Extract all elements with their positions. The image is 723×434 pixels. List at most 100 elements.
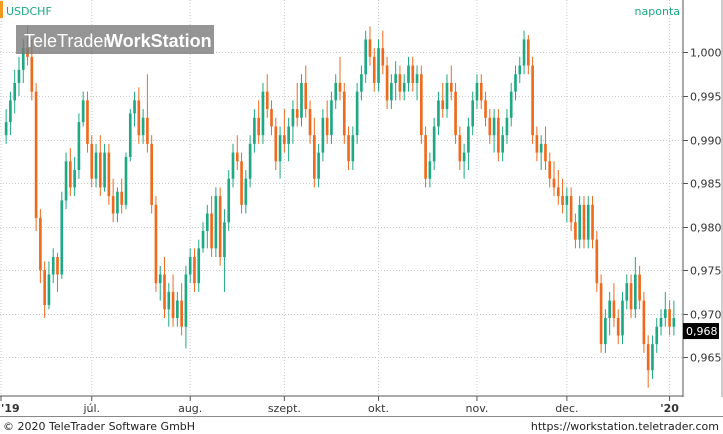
candle	[116, 187, 119, 223]
candle-body	[514, 74, 517, 92]
candle-body	[94, 152, 98, 179]
candle	[428, 152, 432, 188]
candle-body	[184, 274, 188, 327]
candle	[330, 91, 333, 144]
candle	[475, 74, 479, 110]
candle	[638, 265, 641, 310]
candle	[407, 56, 410, 92]
candle	[608, 291, 611, 336]
candle-body	[629, 283, 633, 310]
candle	[111, 178, 115, 223]
candle-body	[467, 126, 470, 153]
candle-body	[479, 82, 483, 101]
candle	[150, 135, 153, 214]
candle-body	[167, 291, 171, 310]
candle	[509, 82, 513, 127]
candle-body	[30, 56, 34, 92]
candle	[223, 209, 226, 292]
x-tick-label: okt.	[368, 402, 389, 415]
candle	[193, 248, 196, 292]
candle-body	[471, 100, 475, 127]
candle-body	[231, 152, 235, 179]
candle-body	[368, 39, 372, 57]
candle-body	[527, 39, 530, 66]
candle	[342, 82, 346, 144]
candle-body	[321, 117, 325, 153]
candle-body	[274, 126, 278, 162]
candle	[595, 230, 599, 292]
candle-body	[171, 291, 175, 318]
candle	[300, 74, 303, 127]
candle	[591, 196, 594, 249]
candle-body	[569, 196, 573, 223]
candle	[556, 170, 560, 205]
candle-body	[13, 82, 17, 101]
candle-body	[428, 161, 432, 179]
candle-body	[381, 48, 385, 66]
x-tick-label: nov.	[466, 402, 489, 415]
candle	[527, 35, 530, 75]
candle-body	[107, 152, 111, 197]
candle-body	[407, 65, 410, 83]
candle	[445, 74, 449, 118]
candle	[368, 26, 372, 66]
candle	[552, 161, 556, 197]
candle-body	[663, 309, 667, 318]
candle-body	[390, 82, 393, 101]
candle-body	[509, 91, 513, 118]
candle	[4, 109, 8, 144]
candle	[180, 283, 183, 336]
candle	[415, 65, 419, 101]
candle	[668, 300, 671, 336]
candle-body	[552, 178, 556, 188]
candle-body	[4, 122, 8, 136]
candle-body	[154, 204, 158, 284]
candle	[90, 135, 94, 188]
candle-body	[599, 283, 603, 345]
candle	[94, 143, 98, 188]
candle	[274, 117, 278, 170]
candle	[578, 196, 582, 249]
y-tick-label: 0,980	[690, 222, 722, 235]
candle-body	[621, 300, 624, 336]
candle-body	[638, 274, 641, 301]
candle-body	[39, 217, 42, 271]
candle-body	[441, 100, 445, 110]
candle	[535, 126, 539, 162]
candle-body	[133, 100, 136, 114]
candle	[561, 178, 564, 214]
candle-body	[334, 82, 338, 101]
candle	[176, 291, 179, 327]
candle-body	[98, 152, 102, 188]
candle	[663, 291, 667, 327]
candle	[497, 109, 500, 162]
candle	[210, 196, 213, 258]
source-url[interactable]: https://workstation.teletrader.com	[531, 420, 719, 433]
candle	[51, 248, 55, 284]
candle-body	[561, 196, 564, 205]
candle	[522, 30, 526, 75]
candle-body	[120, 191, 124, 205]
candle	[261, 82, 265, 144]
candle-body	[223, 222, 226, 258]
last-price-box	[683, 323, 719, 340]
candle-body	[475, 82, 479, 101]
candle	[364, 30, 368, 83]
candle-body	[548, 161, 552, 179]
candle	[514, 65, 517, 101]
candle	[372, 48, 376, 92]
candle-body	[180, 300, 183, 327]
candle	[231, 143, 235, 188]
candle-body	[351, 135, 355, 162]
candle-body	[522, 39, 526, 66]
candle	[441, 82, 445, 118]
watermark-product: WorkStation	[106, 31, 212, 51]
candle-body	[385, 65, 389, 101]
symbol-label[interactable]: USDCHF	[6, 5, 52, 18]
interval-label[interactable]: naponta	[635, 5, 680, 18]
candle-body	[235, 152, 239, 162]
copyright-text: © 2020 TeleTrader Software GmbH	[3, 420, 195, 433]
candle	[77, 113, 81, 179]
candle-body	[77, 122, 81, 170]
